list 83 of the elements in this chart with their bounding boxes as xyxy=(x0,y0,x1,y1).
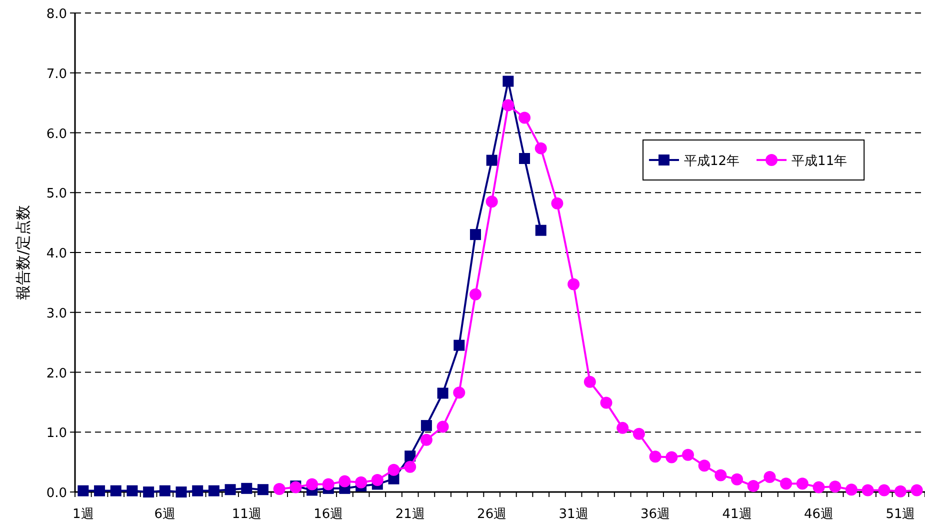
x-tick-label: 31週 xyxy=(558,507,588,522)
point xyxy=(404,460,416,473)
point xyxy=(616,422,629,434)
y-tick-label: 1.0 xyxy=(46,426,67,442)
point xyxy=(454,340,465,351)
legend-label: 平成12年 xyxy=(684,154,740,169)
legend-label: 平成11年 xyxy=(792,154,848,169)
point xyxy=(306,478,318,490)
point xyxy=(126,485,138,496)
point xyxy=(666,451,678,464)
x-tick-label: 1週 xyxy=(72,507,94,522)
point xyxy=(208,485,220,496)
point xyxy=(910,484,923,496)
point xyxy=(224,484,236,496)
x-tick-label: 41週 xyxy=(722,507,752,522)
point xyxy=(600,396,612,409)
point xyxy=(322,478,334,490)
point xyxy=(502,76,514,87)
point xyxy=(176,486,187,498)
point xyxy=(829,480,842,493)
point xyxy=(143,486,154,498)
x-tick-label: 21週 xyxy=(395,507,425,522)
point xyxy=(355,476,368,488)
point xyxy=(273,483,286,496)
point xyxy=(420,420,432,432)
x-tick-label: 6週 xyxy=(154,507,176,522)
y-tick-label: 4.0 xyxy=(46,246,67,262)
point xyxy=(371,474,384,486)
point xyxy=(192,485,204,496)
point xyxy=(338,475,351,488)
point xyxy=(420,434,432,446)
point xyxy=(437,388,448,399)
y-tick-label: 7.0 xyxy=(46,66,67,82)
point xyxy=(159,485,170,496)
point xyxy=(502,99,514,112)
y-tick-label: 2.0 xyxy=(46,366,67,382)
point xyxy=(551,197,564,210)
point xyxy=(780,478,792,490)
point xyxy=(649,450,662,463)
point xyxy=(764,471,776,484)
x-tick-label: 46週 xyxy=(804,507,834,522)
point xyxy=(845,484,858,496)
point xyxy=(436,420,449,433)
point xyxy=(404,450,416,462)
point xyxy=(518,112,531,124)
point xyxy=(257,484,268,496)
point xyxy=(568,278,580,290)
point xyxy=(878,484,890,496)
y-tick-label: 8.0 xyxy=(46,7,67,22)
y-tick-label: 6.0 xyxy=(46,126,67,142)
point xyxy=(486,154,498,166)
x-tick-label: 11週 xyxy=(232,507,262,522)
y-axis-title: 報告数/定点数 xyxy=(14,204,32,300)
x-tick-label: 16週 xyxy=(314,507,344,522)
point xyxy=(584,376,596,388)
y-tick-label: 3.0 xyxy=(46,306,67,322)
y-tick-label: 5.0 xyxy=(46,186,67,202)
point xyxy=(110,485,122,496)
point xyxy=(94,485,106,496)
y-tick-label: 0.0 xyxy=(46,486,67,501)
point xyxy=(535,224,546,236)
point xyxy=(632,428,645,440)
point xyxy=(796,478,808,490)
point xyxy=(469,288,482,300)
point xyxy=(747,480,760,492)
point xyxy=(470,229,481,240)
x-tick-label: 51週 xyxy=(886,507,916,522)
point xyxy=(453,386,466,399)
point xyxy=(731,473,744,486)
x-tick-label: 26週 xyxy=(477,507,507,522)
point xyxy=(519,152,530,164)
point xyxy=(812,481,825,494)
point xyxy=(682,448,694,461)
point xyxy=(714,469,727,482)
point xyxy=(78,485,89,496)
point xyxy=(534,142,547,154)
point xyxy=(241,482,252,494)
point xyxy=(698,460,710,472)
point xyxy=(388,464,400,476)
point xyxy=(862,484,874,496)
point xyxy=(894,485,906,498)
point xyxy=(486,196,498,208)
x-tick-label: 36週 xyxy=(640,507,670,522)
